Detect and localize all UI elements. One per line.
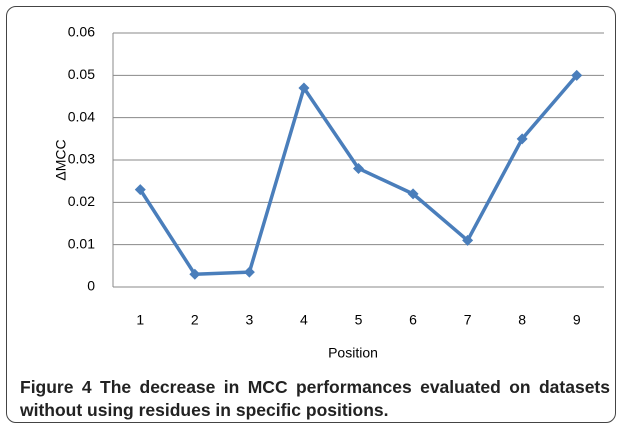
marker [134,184,146,196]
marker [298,82,310,94]
caption-label: Figure 4 [20,377,92,397]
marker [407,188,419,200]
frame [6,6,616,423]
marker [571,69,583,81]
marker [462,234,474,246]
marker [189,268,201,280]
x-tick-label: 2 [191,312,199,328]
caption-text: The decrease in MCC performances evaluat… [20,377,610,420]
x-tick-label: 7 [464,312,472,328]
marker [516,133,528,145]
y-tick-label: 0.06 [68,24,95,40]
x-axis-label: Position [328,345,378,361]
y-tick-label: 0.05 [68,66,95,82]
marker [353,162,364,174]
y-axis-label: ΔMCC [53,139,69,180]
x-tick-label: 5 [355,312,363,328]
x-tick-label: 6 [409,312,417,328]
x-tick-label: 3 [245,312,253,328]
y-tick-label: 0.03 [68,151,95,167]
x-tick-label: 4 [300,312,308,328]
x-tick-label: 8 [518,312,526,328]
marker [243,266,255,278]
x-tick-label: 9 [573,312,581,328]
y-tick-label: 0 [87,278,95,294]
x-tick-label: 1 [136,312,144,328]
y-tick-label: 0.04 [68,108,95,124]
caption: Figure 4 The decrease in MCC performance… [20,376,610,422]
y-tick-label: 0.01 [68,235,95,251]
y-tick-label: 0.02 [68,193,95,209]
